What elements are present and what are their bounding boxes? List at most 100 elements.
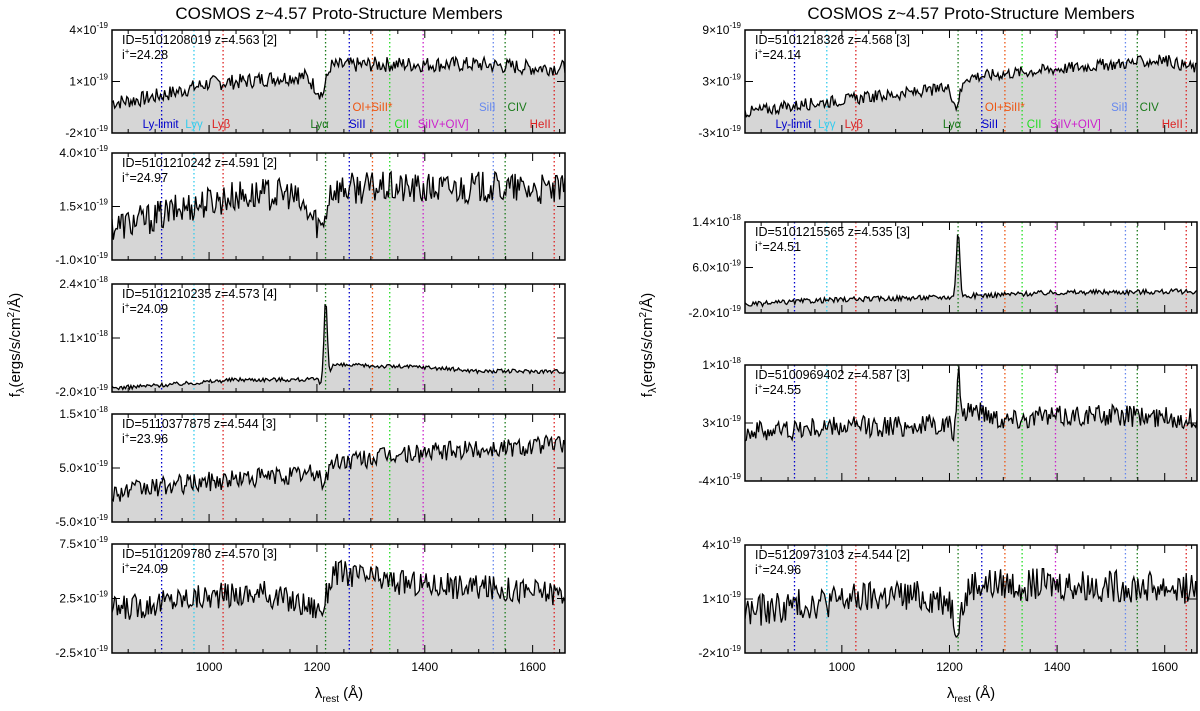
- spectrum-id-label: ID=5101218326 z=4.568 [3]: [755, 33, 910, 47]
- y-tick-label: 6.0×10-19: [692, 259, 741, 275]
- y-tick-label: -1.0×10-19: [55, 251, 108, 267]
- spectrum-fill: [112, 435, 565, 522]
- y-tick-label: -2×10-19: [698, 644, 741, 660]
- line-label: Lyγ: [185, 119, 203, 131]
- imag-label: i+=24.09: [122, 561, 168, 576]
- spectrum-line: [112, 55, 565, 110]
- spectrum-line: [745, 54, 1197, 118]
- y-tick-label: -3×10-19: [698, 124, 741, 140]
- spectrum-panel: -5.0×10-19 5.0×10-19 1.5×10-18 ID=511037787…: [55, 405, 566, 529]
- x-tick-label: 1400: [1044, 660, 1071, 674]
- y-tick-label: 1×10-18: [702, 356, 741, 372]
- left-column-title: COSMOS z~4.57 Proto-Structure Members: [175, 4, 502, 23]
- y-tick-label: 9×10-19: [702, 21, 741, 37]
- line-label: CII: [1027, 119, 1042, 131]
- line-label: CIV: [508, 102, 528, 114]
- y-tick-label: 5.0×10-19: [59, 459, 108, 475]
- imag-label: i+=24.55: [755, 382, 801, 397]
- line-label: Lyα: [943, 119, 962, 131]
- imag-label: i+=23.96: [122, 431, 168, 446]
- spectrum-panel: -2×10-19 1×10-19 4×10-19 ID=5101208019 z=4.…: [65, 21, 566, 140]
- spectrum-line: [745, 567, 1197, 639]
- imag-label: i+=24.09: [122, 301, 168, 316]
- spectrum-fill: [112, 305, 565, 392]
- line-label: Ly-limit: [776, 119, 813, 131]
- y-tick-label: -2×10-19: [65, 124, 108, 140]
- x-tick-label: 1600: [1151, 660, 1178, 674]
- line-label: Lyβ: [845, 119, 864, 131]
- y-tick-label: 1.5×10-18: [59, 405, 108, 421]
- spectrum-id-label: ID=5101210242 z=4.591 [2]: [122, 156, 277, 170]
- y-tick-label: -2.0×10-19: [688, 304, 741, 320]
- line-label: SiII: [1111, 102, 1128, 114]
- y-axis-label-right: fλ(ergs/s/cm2/Å): [638, 293, 659, 397]
- spectrum-fill: [745, 568, 1197, 653]
- spectrum-line: [112, 559, 565, 620]
- x-tick-label: 1400: [411, 660, 438, 674]
- y-tick-label: 4×10-19: [702, 536, 741, 552]
- x-tick-label: 1200: [936, 660, 963, 674]
- spectrum-line: [112, 434, 565, 503]
- y-tick-label: 1.4×10-18: [692, 213, 741, 229]
- spectrum-id-label: ID=5101208019 z=4.563 [2]: [122, 33, 277, 47]
- spectrum-id-label: ID=5101215565 z=4.535 [3]: [755, 225, 910, 239]
- y-tick-label: -4×10-19: [698, 472, 741, 488]
- imag-label: i+=24.97: [122, 170, 168, 185]
- y-tick-label: -5.0×10-19: [55, 513, 108, 529]
- y-tick-label: 2.4×10-18: [59, 275, 108, 291]
- x-tick-label: 1000: [829, 660, 856, 674]
- line-label: SiIV+OIV]: [418, 119, 469, 131]
- y-tick-label: 4×10-19: [69, 21, 108, 37]
- spectrum-id-label: ID=5101209780 z=4.570 [3]: [122, 547, 277, 561]
- spectrum-panel: -2.0×10-19 1.1×10-18 2.4×10-18 ID=510121023…: [55, 275, 566, 399]
- line-label: HeII: [1162, 119, 1183, 131]
- spectrum-id-label: ID=5110377875 z=4.544 [3]: [122, 417, 276, 431]
- y-tick-label: 4.0×10-19: [59, 144, 108, 160]
- spectrum-id-label: ID=5100969402 z=4.587 [3]: [755, 368, 910, 382]
- y-tick-label: 1.5×10-19: [59, 198, 108, 214]
- y-tick-label: -2.0×10-19: [55, 383, 108, 399]
- spectrum-id-label: ID=5120973103 z=4.544 [2]: [755, 548, 910, 562]
- spectrum-id-label: ID=5101210235 z=4.573 [4]: [122, 287, 277, 301]
- line-label: Ly-limit: [143, 119, 180, 131]
- imag-label: i+=24.28: [122, 47, 168, 62]
- spectrum-fill: [112, 171, 565, 260]
- x-tick-label: 1200: [304, 660, 331, 674]
- y-tick-label: -2.5×10-19: [55, 644, 108, 660]
- spectrum-line: [745, 366, 1197, 443]
- x-tick-label: 1600: [519, 660, 546, 674]
- imag-label: i+=24.14: [755, 47, 801, 62]
- line-label: SiII: [479, 102, 496, 114]
- x-axis-label-left: λrest (Å): [315, 685, 363, 705]
- spectrum-panel: -2.0×10-19 6.0×10-19 1.4×10-18 ID=510121556…: [688, 213, 1198, 320]
- line-label: SiIV+OIV]: [1050, 119, 1101, 131]
- line-label: SiII: [349, 119, 366, 131]
- y-tick-label: 2.5×10-19: [59, 590, 108, 606]
- spectrum-fill: [112, 56, 565, 133]
- line-label: Lyα: [310, 119, 329, 131]
- spectrum-fill: [745, 54, 1197, 133]
- spectrum-panel: -4×10-19 3×10-19 1×10-18 ID=5100969402 z=4.…: [698, 356, 1198, 488]
- line-label: Lyγ: [818, 119, 836, 131]
- line-label: CII: [394, 119, 409, 131]
- y-tick-label: 1×10-19: [69, 73, 108, 89]
- line-label: OI+SiII*: [352, 102, 392, 114]
- y-tick-label: 3×10-19: [702, 414, 741, 430]
- spectrum-fill: [745, 366, 1197, 481]
- spectrum-panel: -1.0×10-19 1.5×10-19 4.0×10-19 ID=510121024…: [55, 144, 566, 267]
- y-tick-label: 1.1×10-18: [59, 329, 108, 345]
- line-label: CIV: [1140, 102, 1160, 114]
- line-label: Lyβ: [212, 119, 231, 131]
- line-label: OI+SiII*: [985, 102, 1025, 114]
- spectrum-fill: [112, 560, 565, 653]
- spectrum-line: [112, 170, 565, 240]
- line-label: HeII: [530, 119, 551, 131]
- spectrum-fill: [745, 235, 1197, 313]
- line-label: SiII: [981, 119, 998, 131]
- spectrum-line: [112, 303, 565, 391]
- y-tick-label: 3×10-19: [702, 73, 741, 89]
- x-tick-label: 1000: [196, 660, 223, 674]
- x-axis-label-right: λrest (Å): [947, 685, 995, 705]
- imag-label: i+=24.96: [755, 562, 801, 577]
